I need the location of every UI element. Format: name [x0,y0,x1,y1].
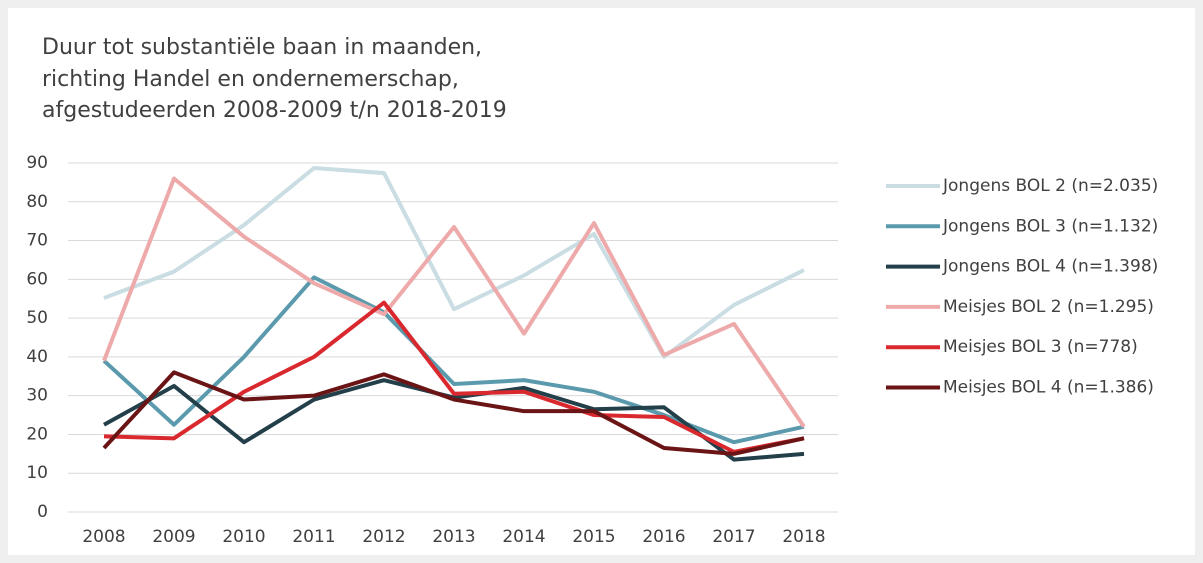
series-line [102,370,805,456]
x-tick-label: 2016 [642,527,685,547]
chart-panel [8,8,1195,555]
legend-label: Jongens BOL 3 (n=1.132) [942,216,1158,236]
x-tick-label: 2018 [782,527,825,547]
y-tick-label: 30 [26,386,48,406]
x-tick-label: 2008 [82,527,125,547]
x-tick-label: 2015 [572,527,615,547]
x-tick-label: 2012 [362,527,405,547]
y-tick-label: 80 [26,192,48,212]
series-line [103,166,805,359]
chart-title: Duur tot substantiële baan in maanden, [42,35,482,60]
legend-label: Meisjes BOL 3 (n=778) [943,337,1138,357]
x-tick-label: 2010 [222,527,265,547]
y-tick-label: 50 [26,308,48,328]
y-tick-label: 40 [26,347,48,367]
y-tick-label: 20 [26,424,48,444]
x-tick-label: 2011 [292,527,335,547]
legend-label: Meisjes BOL 4 (n=1.386) [943,378,1154,398]
x-tick-label: 2017 [712,527,755,547]
x-tick-label: 2014 [502,527,545,547]
legend-label: Jongens BOL 2 (n=2.035) [942,176,1158,196]
chart-title: afgestudeerden 2008-2009 t/n 2018-2019 [42,98,507,123]
x-tick-label: 2009 [152,527,195,547]
y-tick-label: 0 [37,502,48,522]
legend-label: Jongens BOL 4 (n=1.398) [942,257,1158,277]
y-tick-label: 60 [26,269,48,289]
x-tick-label: 2013 [432,527,475,547]
y-tick-label: 10 [26,463,48,483]
chart-title: richting Handel en ondernemerschap, [42,67,459,92]
legend-label: Meisjes BOL 2 (n=1.295) [943,297,1154,317]
series-line [102,176,806,428]
y-tick-label: 70 [26,231,48,251]
series-line [103,300,805,454]
y-tick-label: 90 [26,153,48,173]
